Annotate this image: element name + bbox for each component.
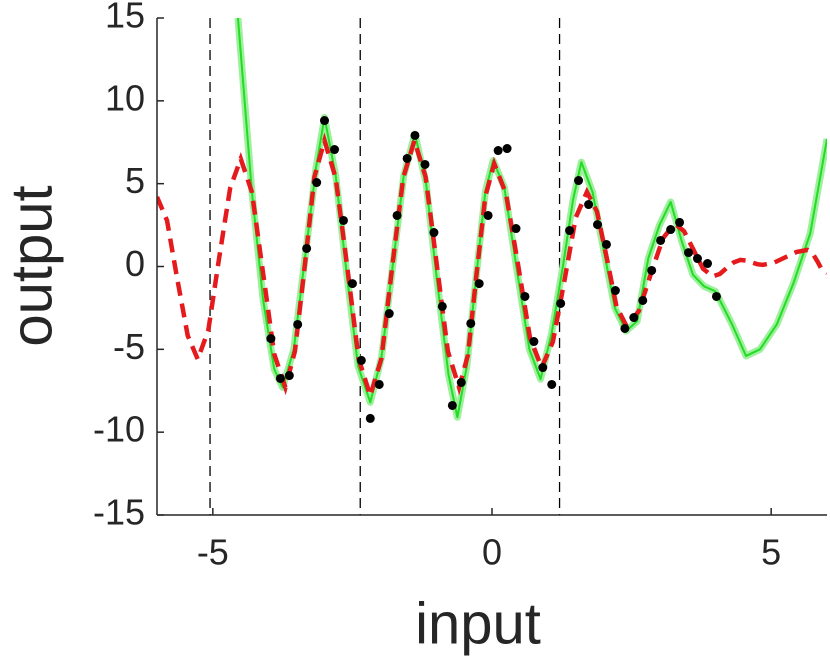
data-point	[456, 377, 466, 387]
y-tick-label: -15	[93, 492, 145, 533]
y-tick-label: 10	[105, 77, 145, 118]
data-point	[675, 217, 685, 227]
data-point	[374, 379, 384, 389]
data-point	[493, 146, 503, 156]
data-point	[312, 178, 322, 188]
data-point	[538, 363, 548, 373]
data-point	[692, 254, 702, 264]
data-point	[520, 291, 530, 301]
data-point	[320, 116, 329, 126]
data-point	[402, 153, 412, 163]
data-point	[556, 298, 566, 308]
x-tick-label: -5	[197, 532, 229, 573]
data-point	[384, 309, 394, 319]
data-point	[511, 224, 521, 234]
data-point	[420, 159, 430, 169]
y-tick-label: -10	[93, 409, 145, 450]
data-point	[429, 228, 439, 238]
data-point	[437, 301, 447, 311]
data-point	[638, 295, 648, 305]
data-point	[647, 265, 657, 275]
data-point	[302, 243, 312, 253]
data-point	[347, 279, 357, 289]
plot-area	[157, 18, 827, 515]
data-point	[392, 210, 402, 220]
data-point	[584, 200, 594, 210]
dashed-line	[157, 132, 827, 404]
data-point	[502, 144, 512, 154]
data-point	[610, 286, 620, 296]
data-point	[266, 334, 276, 344]
data-point	[703, 259, 713, 269]
data-point	[684, 248, 694, 258]
x-axis-label: input	[415, 591, 541, 656]
data-point	[466, 318, 476, 328]
data-point	[629, 313, 639, 323]
line	[236, 18, 827, 419]
data-point	[275, 373, 285, 383]
data-point	[656, 235, 666, 245]
data-point	[338, 215, 348, 225]
data-point	[711, 291, 721, 301]
y-tick-label: 0	[125, 243, 145, 284]
data-point	[447, 400, 457, 410]
y-axis-label: output	[0, 185, 64, 346]
data-point	[666, 225, 676, 235]
data-point	[620, 323, 630, 333]
data-point	[293, 319, 303, 329]
x-tick-label: 5	[761, 532, 781, 573]
data-point	[330, 145, 340, 155]
x-tick-label: 0	[482, 532, 502, 573]
y-tick-label: 15	[105, 0, 145, 36]
data-point	[574, 176, 584, 186]
data-point	[474, 279, 484, 289]
data-point	[483, 210, 493, 220]
data-point	[410, 130, 420, 140]
data-point	[356, 355, 366, 365]
data-point	[601, 239, 611, 249]
y-tick-label: 5	[125, 160, 145, 201]
data-point	[547, 379, 557, 389]
data-point	[365, 413, 375, 423]
data-point	[284, 371, 294, 381]
data-point	[593, 220, 603, 230]
y-tick-label: -5	[113, 326, 145, 367]
data-point	[529, 337, 539, 347]
data-point	[565, 226, 575, 236]
